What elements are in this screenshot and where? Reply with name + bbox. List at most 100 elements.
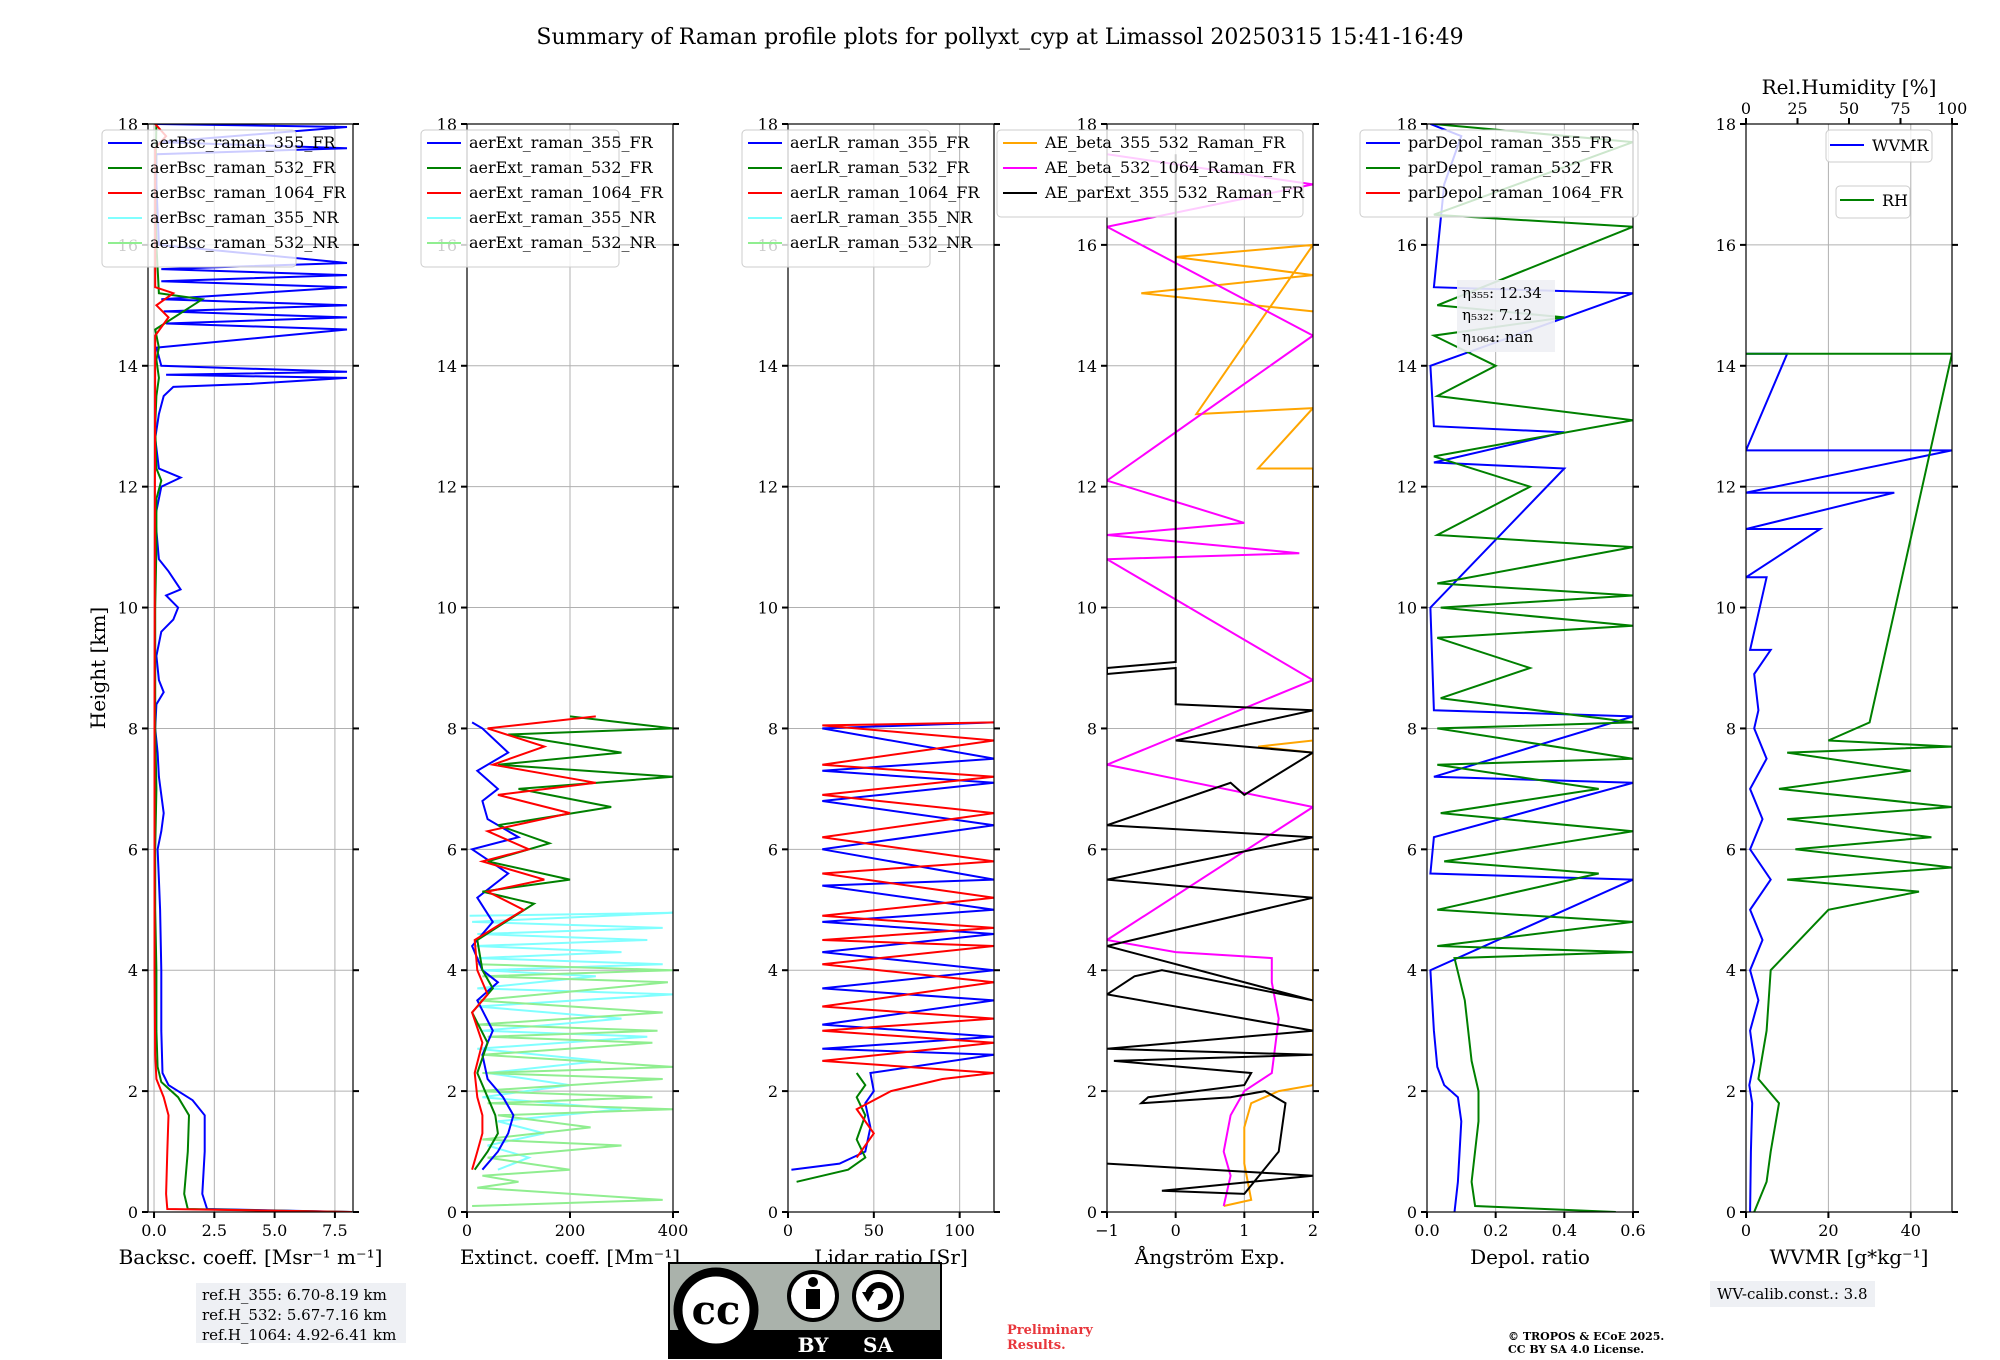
axes-frame bbox=[1745, 123, 1953, 1213]
legend-entry: aerLR_raman_355_FR bbox=[790, 133, 970, 152]
ytick-label: 18 bbox=[437, 115, 457, 134]
ytick-label: 2 bbox=[1407, 1082, 1417, 1101]
ytick-label: 4 bbox=[447, 961, 457, 980]
ytick-label: 12 bbox=[1397, 478, 1417, 497]
xtick-label: 0.6 bbox=[1620, 1221, 1645, 1240]
series-line-aerLR_raman_355_FR bbox=[791, 721, 994, 1171]
series-line-AE_beta_532_1064_Raman_FR bbox=[1107, 153, 1313, 1207]
legend-entry: aerLR_raman_532_FR bbox=[790, 158, 970, 177]
cc-license-badge: cc BY SA bbox=[668, 1262, 942, 1359]
series-group bbox=[1746, 352, 1952, 1212]
xtick-label: 2 bbox=[1308, 1221, 1318, 1240]
copyright-line-2: CC BY SA 4.0 License. bbox=[1508, 1343, 1645, 1356]
x-axis-label: Depol. ratio bbox=[1470, 1245, 1590, 1269]
legend-entry: parDepol_raman_1064_FR bbox=[1408, 183, 1624, 202]
legend-entry: AE_beta_355_532_Raman_FR bbox=[1044, 133, 1286, 152]
wv-calib-box: WV-calib.const.: 3.8 bbox=[1710, 1281, 1875, 1307]
x-axis-label: Backsc. coeff. [Msr⁻¹ m⁻¹] bbox=[119, 1245, 383, 1269]
x2tick-label: 100 bbox=[1937, 99, 1968, 118]
ytick-label: 8 bbox=[128, 719, 138, 738]
legend-box bbox=[996, 129, 1304, 218]
panel-5: 0 2 4 6 8 10 12 14 16 18 0.0 0.2 0.4 0.6 Depol. ratio p… bbox=[1359, 115, 1646, 1269]
legend: WVMR RH bbox=[1825, 129, 1933, 219]
ytick-label: 10 bbox=[758, 599, 778, 618]
series-line-aerBsc_raman_355_FR bbox=[154, 124, 352, 1212]
legend: aerBsc_raman_355_FR aerBsc_raman_532_FRae… bbox=[101, 129, 347, 268]
ytick-label: 6 bbox=[768, 840, 778, 859]
eta-annotation: η₃₅₅: 12.34 η₅₃₂: 7.12 η₁₀₆₄: nan bbox=[1457, 280, 1555, 352]
ytick-label: 10 bbox=[1397, 599, 1417, 618]
y-axis-label: Height [km] bbox=[86, 607, 110, 729]
ytick-label: 0 bbox=[768, 1203, 778, 1222]
series-line-RH bbox=[1746, 352, 1952, 1212]
legend-entry: aerExt_raman_532_NR bbox=[469, 233, 657, 252]
xtick-label: 7.5 bbox=[322, 1221, 347, 1240]
ytick-label: 16 bbox=[1077, 236, 1097, 255]
ref-height-532: ref.H_532: 5.67-7.16 km bbox=[202, 1306, 387, 1324]
ytick-label: 0 bbox=[128, 1203, 138, 1222]
ytick-label: 8 bbox=[1407, 719, 1417, 738]
ytick-label: 8 bbox=[768, 719, 778, 738]
legend: parDepol_raman_355_FR parDepol_raman_532_… bbox=[1359, 129, 1639, 218]
legend-box bbox=[741, 129, 931, 268]
ytick-label: 12 bbox=[1077, 478, 1097, 497]
panel-3: 024681012141618050100Lidar ratio [Sr]aer… bbox=[741, 115, 1000, 1269]
ytick-label: 2 bbox=[128, 1082, 138, 1101]
series-line-aerLR_raman_1064_FR bbox=[822, 721, 994, 1159]
series-line-aerExt_raman_355_NR bbox=[469, 911, 673, 1171]
preliminary-line-2: Results. bbox=[1007, 1338, 1066, 1353]
series-line-aerLR_raman_532_FR bbox=[796, 1072, 867, 1183]
ytick-label: 14 bbox=[1077, 357, 1097, 376]
ytick-label: 10 bbox=[118, 599, 138, 618]
legend-box bbox=[101, 129, 297, 268]
series-line-parDepol_raman_532_FR bbox=[1430, 124, 1633, 1212]
legend-box bbox=[1359, 129, 1639, 218]
sa-label: SA bbox=[863, 1333, 893, 1357]
xtick-label: 0.4 bbox=[1552, 1221, 1577, 1240]
legend-entry: aerBsc_raman_355_FR bbox=[150, 133, 336, 152]
series-line-WVMR bbox=[1746, 352, 1952, 1212]
xtick-label: 400 bbox=[658, 1221, 689, 1240]
ytick-label: 0 bbox=[1087, 1203, 1097, 1222]
ytick-label: 4 bbox=[1087, 961, 1097, 980]
xtick-label: 2.5 bbox=[202, 1221, 227, 1240]
ytick-label: 2 bbox=[1726, 1082, 1736, 1101]
legend-entry: aerBsc_raman_1064_FR bbox=[150, 183, 347, 202]
legend-box bbox=[1835, 185, 1911, 219]
ytick-label: 12 bbox=[118, 478, 138, 497]
x2tick-label: 0 bbox=[1741, 99, 1751, 118]
cc-icon bbox=[673, 1267, 759, 1353]
xtick-label: 0 bbox=[1171, 1221, 1181, 1240]
axes-frame bbox=[1426, 123, 1634, 1213]
eta-value: η₃₅₅: 12.34 bbox=[1462, 284, 1542, 302]
ytick-label: 12 bbox=[1716, 478, 1736, 497]
ytick-label: 8 bbox=[1087, 719, 1097, 738]
xtick-label: −1 bbox=[1095, 1221, 1119, 1240]
copyright-line-1: © TROPOS & ECoE 2025. bbox=[1508, 1330, 1665, 1343]
legend-entry: AE_parExt_355_532_Raman_FR bbox=[1044, 183, 1305, 202]
series-line-AE_beta_355_532_Raman_FR bbox=[1141, 243, 1313, 1207]
x-axis-label: Ångström Exp. bbox=[1134, 1244, 1285, 1269]
panel-6: 0 2 4 6 8 10 12 14 16 18 0 20 40 WVMR [g*kg⁻¹] 0 25 50 75… bbox=[1716, 75, 1968, 1269]
ytick-label: 12 bbox=[437, 478, 457, 497]
ytick-label: 18 bbox=[1077, 115, 1097, 134]
ytick-label: 10 bbox=[437, 599, 457, 618]
x2tick-label: 25 bbox=[1787, 99, 1807, 118]
xtick-label: 0.0 bbox=[1414, 1221, 1439, 1240]
legend-entry: parDepol_raman_532_FR bbox=[1408, 158, 1614, 177]
legend-box bbox=[420, 129, 620, 268]
x2tick-label: 75 bbox=[1890, 99, 1910, 118]
ytick-label: 6 bbox=[1407, 840, 1417, 859]
x2-axis-label: Rel.Humidity [%] bbox=[1762, 75, 1937, 99]
ytick-label: 14 bbox=[1397, 357, 1417, 376]
axes-frame bbox=[787, 123, 995, 1213]
xtick-label: 0.0 bbox=[141, 1221, 166, 1240]
series-group bbox=[1107, 153, 1313, 1207]
sa-share-icon bbox=[852, 1270, 904, 1322]
reference-heights-box: ref.H_355: 6.70-8.19 km ref.H_532: 5.67-… bbox=[196, 1283, 406, 1344]
ytick-label: 18 bbox=[118, 115, 138, 134]
legend: aerExt_raman_355_FR aerExt_raman_532_FRae… bbox=[420, 129, 664, 268]
legend-entry: aerBsc_raman_355_NR bbox=[150, 208, 339, 227]
legend-entry: aerLR_raman_355_NR bbox=[790, 208, 973, 227]
